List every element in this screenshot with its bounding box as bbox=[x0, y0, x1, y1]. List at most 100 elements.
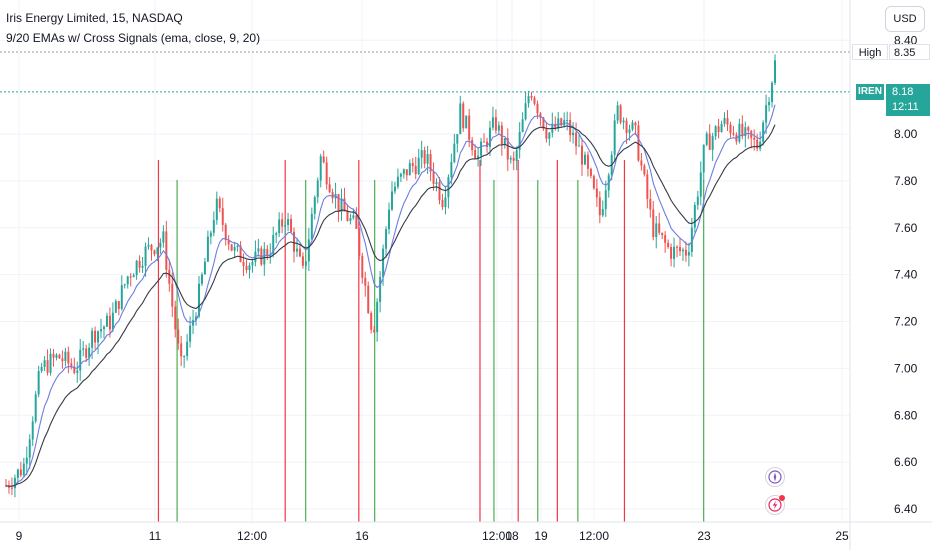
candle-body bbox=[117, 301, 120, 309]
candle-body bbox=[162, 231, 165, 243]
grid-lines bbox=[0, 0, 850, 522]
candle-body bbox=[667, 242, 670, 248]
time-tick-label: 11 bbox=[149, 529, 162, 543]
price-axis[interactable]: 8.40 8.00 7.80 7.60 7.40 7.20 7.00 6.80 6.60 6.40 bbox=[849, 0, 918, 550]
candle-body bbox=[82, 348, 85, 350]
ema-slow-line bbox=[5, 124, 776, 487]
last-price-value: 8.18 bbox=[892, 86, 914, 98]
candle-body bbox=[399, 173, 402, 177]
candle-body bbox=[575, 132, 578, 147]
candle-body bbox=[352, 215, 355, 219]
price-tick-label: 7.40 bbox=[894, 268, 918, 282]
candle-body bbox=[355, 215, 358, 229]
currency-button[interactable]: USD bbox=[885, 6, 925, 32]
candle-body bbox=[426, 154, 429, 164]
candle-body bbox=[91, 330, 94, 348]
candle-body bbox=[49, 353, 52, 373]
candle-body bbox=[726, 117, 729, 125]
candle-body bbox=[284, 225, 287, 227]
candle-body bbox=[144, 246, 147, 266]
candle-body bbox=[165, 231, 168, 270]
candle-body bbox=[197, 283, 200, 317]
candle-body bbox=[732, 133, 735, 135]
candle-body bbox=[649, 198, 652, 210]
price-tick-label: 7.80 bbox=[894, 174, 918, 188]
ema-lines bbox=[5, 104, 776, 488]
candle-body bbox=[465, 115, 468, 129]
candle-body bbox=[687, 251, 690, 256]
candle-body bbox=[530, 96, 533, 98]
price-tick-label: 7.20 bbox=[894, 315, 918, 329]
candle-body bbox=[388, 209, 391, 230]
candle-body bbox=[272, 234, 275, 255]
candle-body bbox=[477, 155, 480, 159]
candle-body bbox=[85, 348, 88, 358]
candle-body bbox=[652, 209, 655, 238]
candle-body bbox=[548, 132, 551, 139]
compass-icon[interactable] bbox=[765, 467, 785, 487]
candle-body bbox=[281, 219, 284, 227]
candle-body bbox=[699, 172, 702, 197]
candle-body bbox=[307, 239, 310, 262]
candle-body bbox=[105, 315, 108, 327]
candle-body bbox=[120, 285, 123, 309]
candle-body bbox=[604, 190, 607, 210]
candle-body bbox=[43, 360, 46, 367]
lightning-alert-icon[interactable] bbox=[765, 495, 785, 515]
candle-body bbox=[432, 171, 435, 184]
candle-body bbox=[771, 82, 774, 102]
candle-body bbox=[200, 274, 203, 284]
candle-body bbox=[450, 162, 453, 178]
candle-body bbox=[266, 249, 269, 257]
candle-body bbox=[762, 122, 765, 142]
candle-body bbox=[304, 261, 307, 266]
high-label: High bbox=[858, 47, 882, 59]
candle-body bbox=[497, 125, 500, 131]
candle-body bbox=[503, 138, 506, 145]
candle-body bbox=[290, 219, 293, 232]
time-tick-label: 23 bbox=[697, 529, 711, 543]
candle-body bbox=[301, 256, 304, 266]
candle-body bbox=[420, 150, 423, 158]
candle-body bbox=[183, 356, 186, 358]
time-tick-label: 19 bbox=[534, 529, 548, 543]
candle-body bbox=[402, 169, 405, 174]
candle-body bbox=[628, 129, 631, 133]
candle-body bbox=[491, 117, 494, 128]
high-value: 8.35 bbox=[894, 47, 916, 59]
candle-body bbox=[13, 477, 16, 489]
candle-body bbox=[171, 283, 174, 307]
candle-body bbox=[480, 141, 483, 156]
candle-body bbox=[714, 126, 717, 137]
time-tick-label: 12:00 bbox=[237, 529, 267, 543]
candle-body bbox=[174, 306, 177, 330]
candle-body bbox=[586, 154, 589, 169]
candle-body bbox=[545, 129, 548, 139]
candle-body bbox=[462, 103, 465, 129]
candle-body bbox=[539, 113, 542, 118]
candle-body bbox=[245, 265, 248, 271]
candle-body bbox=[385, 229, 388, 249]
symbol-title[interactable]: Iris Energy Limited, 15, NASDAQ bbox=[6, 11, 183, 25]
candle-body bbox=[417, 157, 420, 175]
candle-body bbox=[209, 232, 212, 237]
candle-body bbox=[601, 209, 604, 216]
candle-body bbox=[717, 126, 720, 133]
candle-body bbox=[349, 218, 352, 221]
price-tick-label: 8.00 bbox=[894, 127, 918, 141]
candle-body bbox=[589, 168, 592, 176]
candle-body bbox=[533, 97, 536, 104]
candle-body bbox=[435, 182, 438, 184]
candle-body bbox=[150, 244, 153, 251]
candle-body bbox=[625, 120, 628, 133]
candle-body bbox=[322, 156, 325, 163]
candle-body bbox=[28, 439, 31, 458]
ticker-tag[interactable]: IREN bbox=[856, 84, 884, 100]
time-tick-label: 12:00 bbox=[482, 529, 512, 543]
high-label-box: High bbox=[852, 44, 888, 60]
candle-body bbox=[723, 117, 726, 124]
indicator-title[interactable]: 9/20 EMAs w/ Cross Signals (ema, close, … bbox=[6, 31, 261, 45]
